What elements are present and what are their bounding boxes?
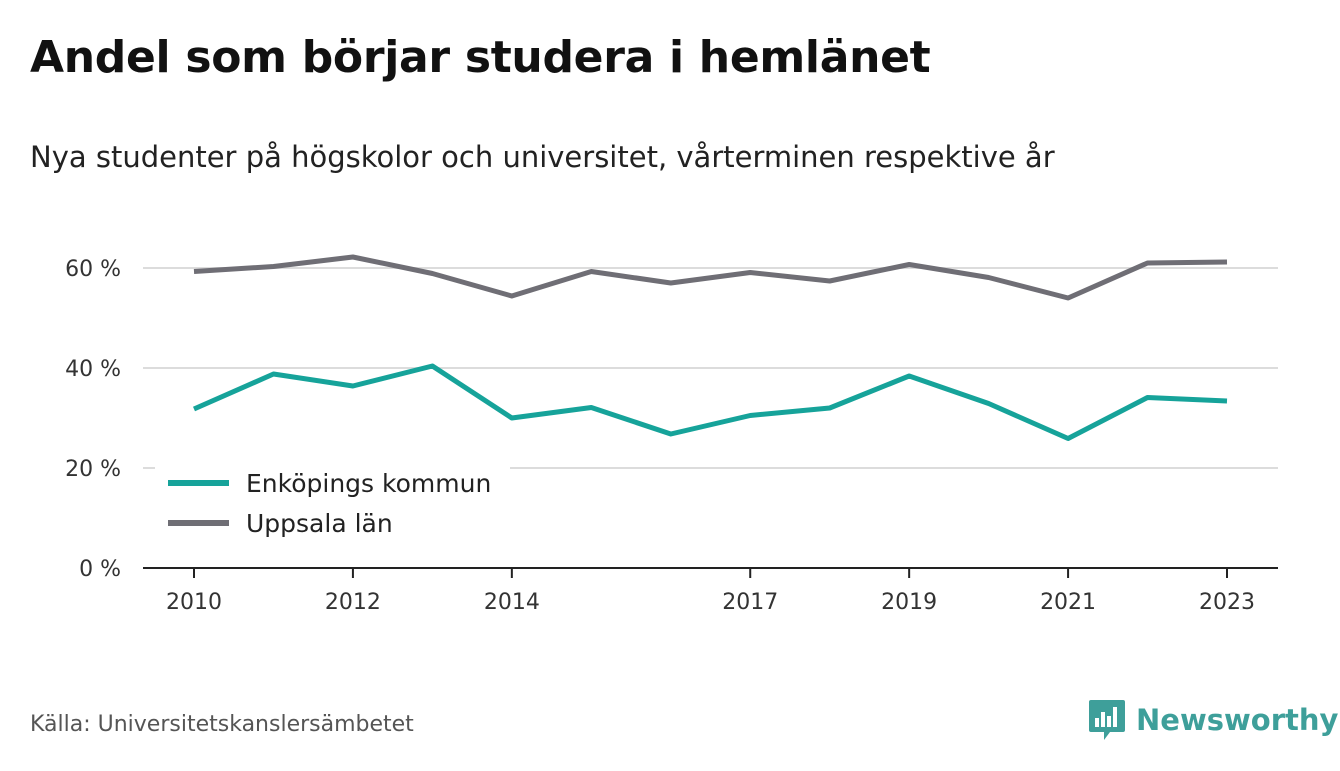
x-tick-label: 2017 bbox=[722, 590, 778, 615]
line-chart: 0 % 20 % 40 % 60 % 2010 2012 2014 2017 2019 2021 2… bbox=[65, 254, 1278, 615]
y-tick-label: 60 % bbox=[65, 257, 121, 282]
x-tick-label: 2021 bbox=[1040, 590, 1096, 615]
series-lines bbox=[192, 254, 1228, 441]
brand-logo[interactable]: Newsworthy bbox=[1088, 698, 1338, 742]
legend-label: Uppsala län bbox=[246, 509, 393, 538]
legend: Enköpings kommun Uppsala län bbox=[155, 458, 510, 548]
axes: 0 % 20 % 40 % 60 % 2010 2012 2014 2017 2019 2021 2… bbox=[65, 257, 1278, 615]
source-note: Källa: Universitetskanslersämbetet bbox=[30, 712, 414, 737]
series-line bbox=[192, 363, 1228, 441]
x-tick-label: 2010 bbox=[166, 590, 222, 615]
legend-background bbox=[155, 458, 510, 548]
brand-name: Newsworthy bbox=[1136, 703, 1339, 737]
chart-subtitle: Nya studenter på högskolor och universit… bbox=[30, 140, 1055, 174]
legend-label: Enköpings kommun bbox=[246, 469, 491, 498]
x-tick-label: 2023 bbox=[1199, 590, 1255, 615]
series-line bbox=[193, 254, 1228, 301]
x-tick-label: 2019 bbox=[881, 590, 937, 615]
gridlines bbox=[143, 267, 1278, 469]
y-tick-label: 40 % bbox=[65, 357, 121, 382]
y-tick-label: 20 % bbox=[65, 457, 121, 482]
x-tick-label: 2014 bbox=[484, 590, 540, 615]
chart-title: Andel som börjar studera i hemlänet bbox=[30, 32, 931, 83]
bar-chart-speech-bubble-icon bbox=[1089, 700, 1125, 740]
y-tick-label: 0 % bbox=[79, 557, 121, 582]
x-tick-label: 2012 bbox=[325, 590, 381, 615]
